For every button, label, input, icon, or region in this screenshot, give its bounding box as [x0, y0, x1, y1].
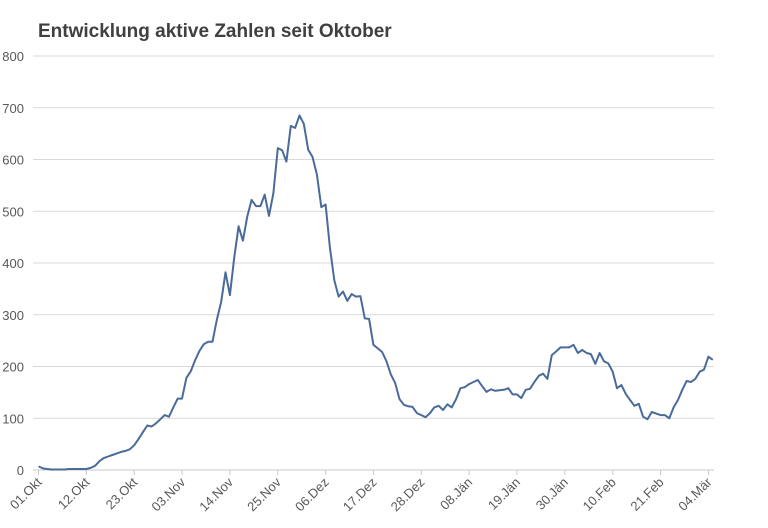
gridlines	[33, 55, 714, 471]
x-tick-label: 25.Nov	[244, 474, 284, 514]
x-tick-label: 03.Nov	[148, 474, 188, 514]
y-tick-label: 800	[2, 49, 24, 64]
y-tick-label: 100	[2, 411, 24, 426]
x-tick-label: 10.Feb	[580, 475, 619, 514]
x-tick-label: 01.Okt	[7, 474, 45, 512]
y-tick-label: 500	[2, 204, 24, 219]
x-tick-label: 21.Feb	[627, 475, 666, 514]
x-tick-label: 17.Dez	[340, 475, 380, 515]
series-line	[38, 114, 714, 471]
y-axis-labels: 0 100 200 300 400 500 600 700 800	[2, 49, 24, 478]
x-tick-label: 06.Dez	[292, 475, 332, 515]
x-axis-labels: 01.Okt 12.Okt 23.Okt 03.Nov 14.Nov 25.Nov 06.D…	[7, 470, 715, 514]
y-tick-label: 0	[17, 463, 24, 478]
x-tick-label: 23.Okt	[103, 474, 141, 512]
chart-title: Entwicklung aktive Zahlen seit Oktober	[38, 21, 392, 42]
x-tick-label: 08.Jän	[437, 475, 475, 513]
y-tick-label: 200	[2, 360, 24, 375]
x-tick-label: 04.Mär	[675, 474, 715, 514]
x-tick-label: 12.Okt	[55, 474, 93, 512]
y-tick-label: 300	[2, 308, 24, 323]
y-tick-label: 600	[2, 153, 24, 168]
x-tick-label: 14.Nov	[196, 474, 236, 514]
x-tick-label: 19.Jän	[485, 475, 523, 513]
series-group	[38, 114, 714, 471]
y-tick-label: 400	[2, 256, 24, 271]
y-tick-label: 700	[2, 101, 24, 116]
x-tick-label: 30.Jän	[533, 475, 571, 513]
x-tick-label: 28.Dez	[388, 475, 428, 515]
